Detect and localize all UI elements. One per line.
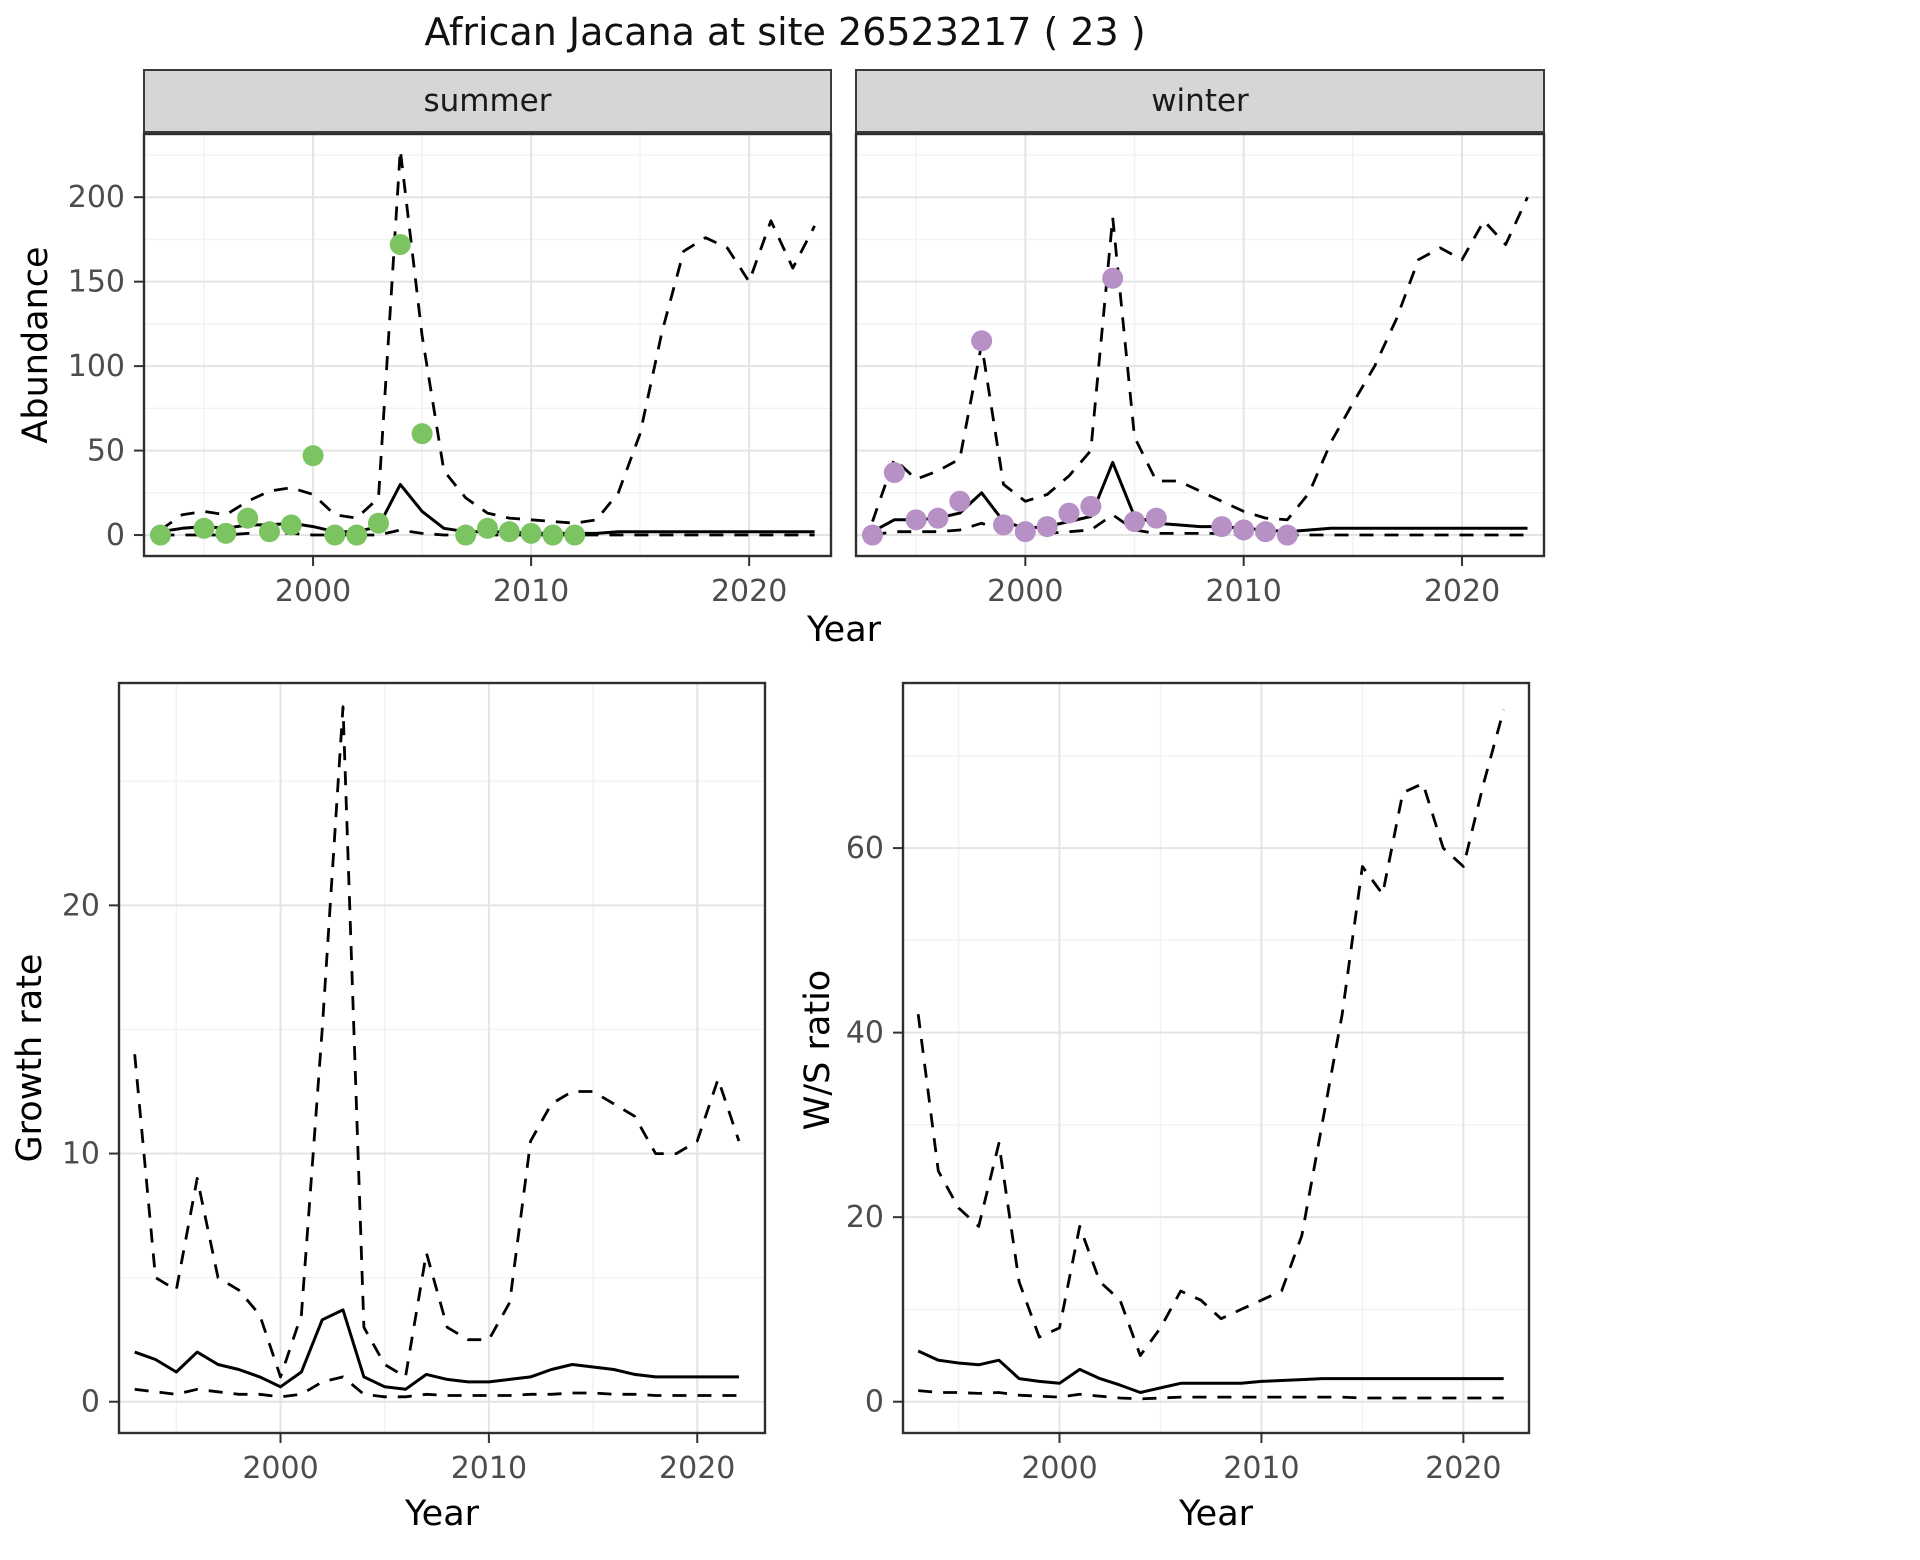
svg-text:2020: 2020 xyxy=(1425,1451,1501,1486)
svg-text:60: 60 xyxy=(846,831,884,866)
svg-text:2010: 2010 xyxy=(1205,574,1281,609)
abundance-axis-label: Abundance xyxy=(16,246,56,444)
figure-title: African Jacana at site 26523217 ( 23 ) xyxy=(424,10,1146,54)
svg-text:2000: 2000 xyxy=(242,1451,318,1486)
svg-text:100: 100 xyxy=(68,349,125,384)
svg-text:2020: 2020 xyxy=(659,1451,735,1486)
facet-strip-summer-label: summer xyxy=(423,83,552,119)
svg-text:2020: 2020 xyxy=(711,574,787,609)
svg-text:150: 150 xyxy=(68,265,125,300)
svg-text:2020: 2020 xyxy=(1424,574,1500,609)
svg-text:0: 0 xyxy=(81,1385,100,1420)
svg-text:0: 0 xyxy=(865,1385,884,1420)
svg-text:2010: 2010 xyxy=(1223,1451,1299,1486)
svg-text:2000: 2000 xyxy=(1021,1451,1097,1486)
svg-text:200: 200 xyxy=(68,180,125,215)
facet-strip-summer: summer xyxy=(143,69,832,133)
svg-text:50: 50 xyxy=(87,434,125,469)
svg-text:2010: 2010 xyxy=(493,574,569,609)
summer-abundance-panel: 2000 2010 2020 0 50 100 150 200 xyxy=(68,132,833,609)
growth-year-axis-label: Year xyxy=(404,1494,480,1534)
svg-text:20: 20 xyxy=(62,888,100,923)
svg-text:2000: 2000 xyxy=(987,574,1063,609)
top-year-axis-label: Year xyxy=(806,610,882,650)
growth-rate-axis-label: Growth rate xyxy=(10,953,50,1163)
svg-text:2000: 2000 xyxy=(275,574,351,609)
ws-ratio-axis-label: W/S ratio xyxy=(798,969,838,1131)
svg-text:10: 10 xyxy=(62,1137,100,1172)
ws-year-axis-label: Year xyxy=(1178,1494,1254,1534)
svg-text:0: 0 xyxy=(106,518,125,553)
facet-strip-winter: winter xyxy=(855,69,1545,133)
winter-abundance-panel: 2000 2010 2020 xyxy=(854,132,1546,609)
facet-strip-winter-label: winter xyxy=(1151,83,1249,119)
growth-rate-panel: 2000 2010 2020 0 10 20 xyxy=(62,681,767,1486)
svg-text:40: 40 xyxy=(846,1016,884,1051)
ws-ratio-panel: 2000 2010 2020 0 20 40 60 xyxy=(846,681,1531,1486)
svg-text:20: 20 xyxy=(846,1200,884,1235)
svg-text:2010: 2010 xyxy=(451,1451,527,1486)
